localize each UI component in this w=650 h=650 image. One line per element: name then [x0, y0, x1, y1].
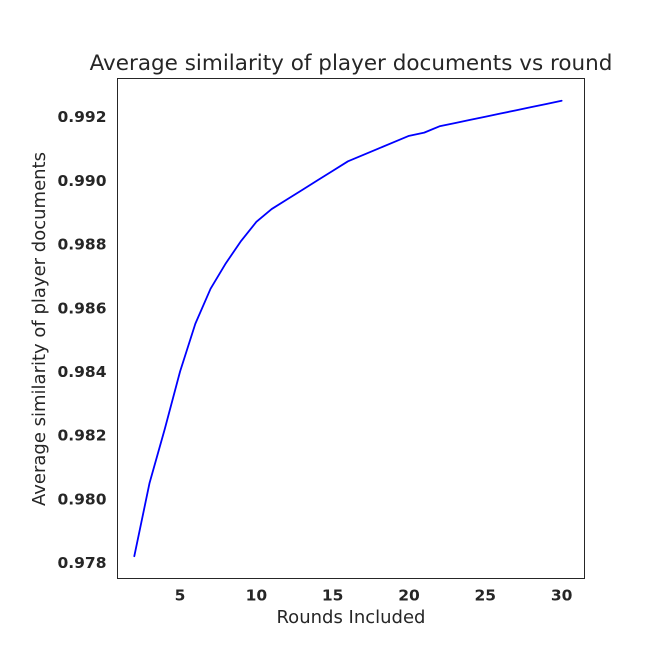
y-tick-label: 0.982: [57, 427, 106, 445]
y-tick-label: 0.986: [57, 299, 106, 317]
series-layer: [133, 99, 563, 558]
y-axis-label: Average similarity of player documents: [29, 152, 50, 506]
x-tick-label: 5: [175, 587, 186, 605]
x-axis-label: Rounds Included: [276, 607, 425, 628]
y-tick-label: 0.990: [57, 172, 106, 190]
y-tick-label: 0.978: [57, 554, 106, 572]
y-tick-label: 0.992: [57, 108, 106, 126]
x-axis-ticks: 5 10 15 20 25 30: [175, 587, 573, 605]
x-tick-label: 20: [398, 587, 420, 605]
y-tick-label: 0.980: [57, 490, 106, 508]
x-tick-label: 25: [475, 587, 497, 605]
y-tick-label: 0.984: [57, 363, 106, 381]
y-axis-ticks: 0.978 0.980 0.982 0.984 0.986 0.988 0.990 0.992: [57, 108, 106, 572]
series-line-0: [133, 99, 563, 558]
x-tick-label: 10: [246, 587, 268, 605]
x-tick-label: 30: [551, 587, 573, 605]
y-tick-label: 0.988: [57, 236, 106, 254]
chart-title: Average similarity of player documents v…: [90, 51, 613, 76]
x-tick-label: 15: [322, 587, 344, 605]
plot-frame: [117, 78, 585, 579]
